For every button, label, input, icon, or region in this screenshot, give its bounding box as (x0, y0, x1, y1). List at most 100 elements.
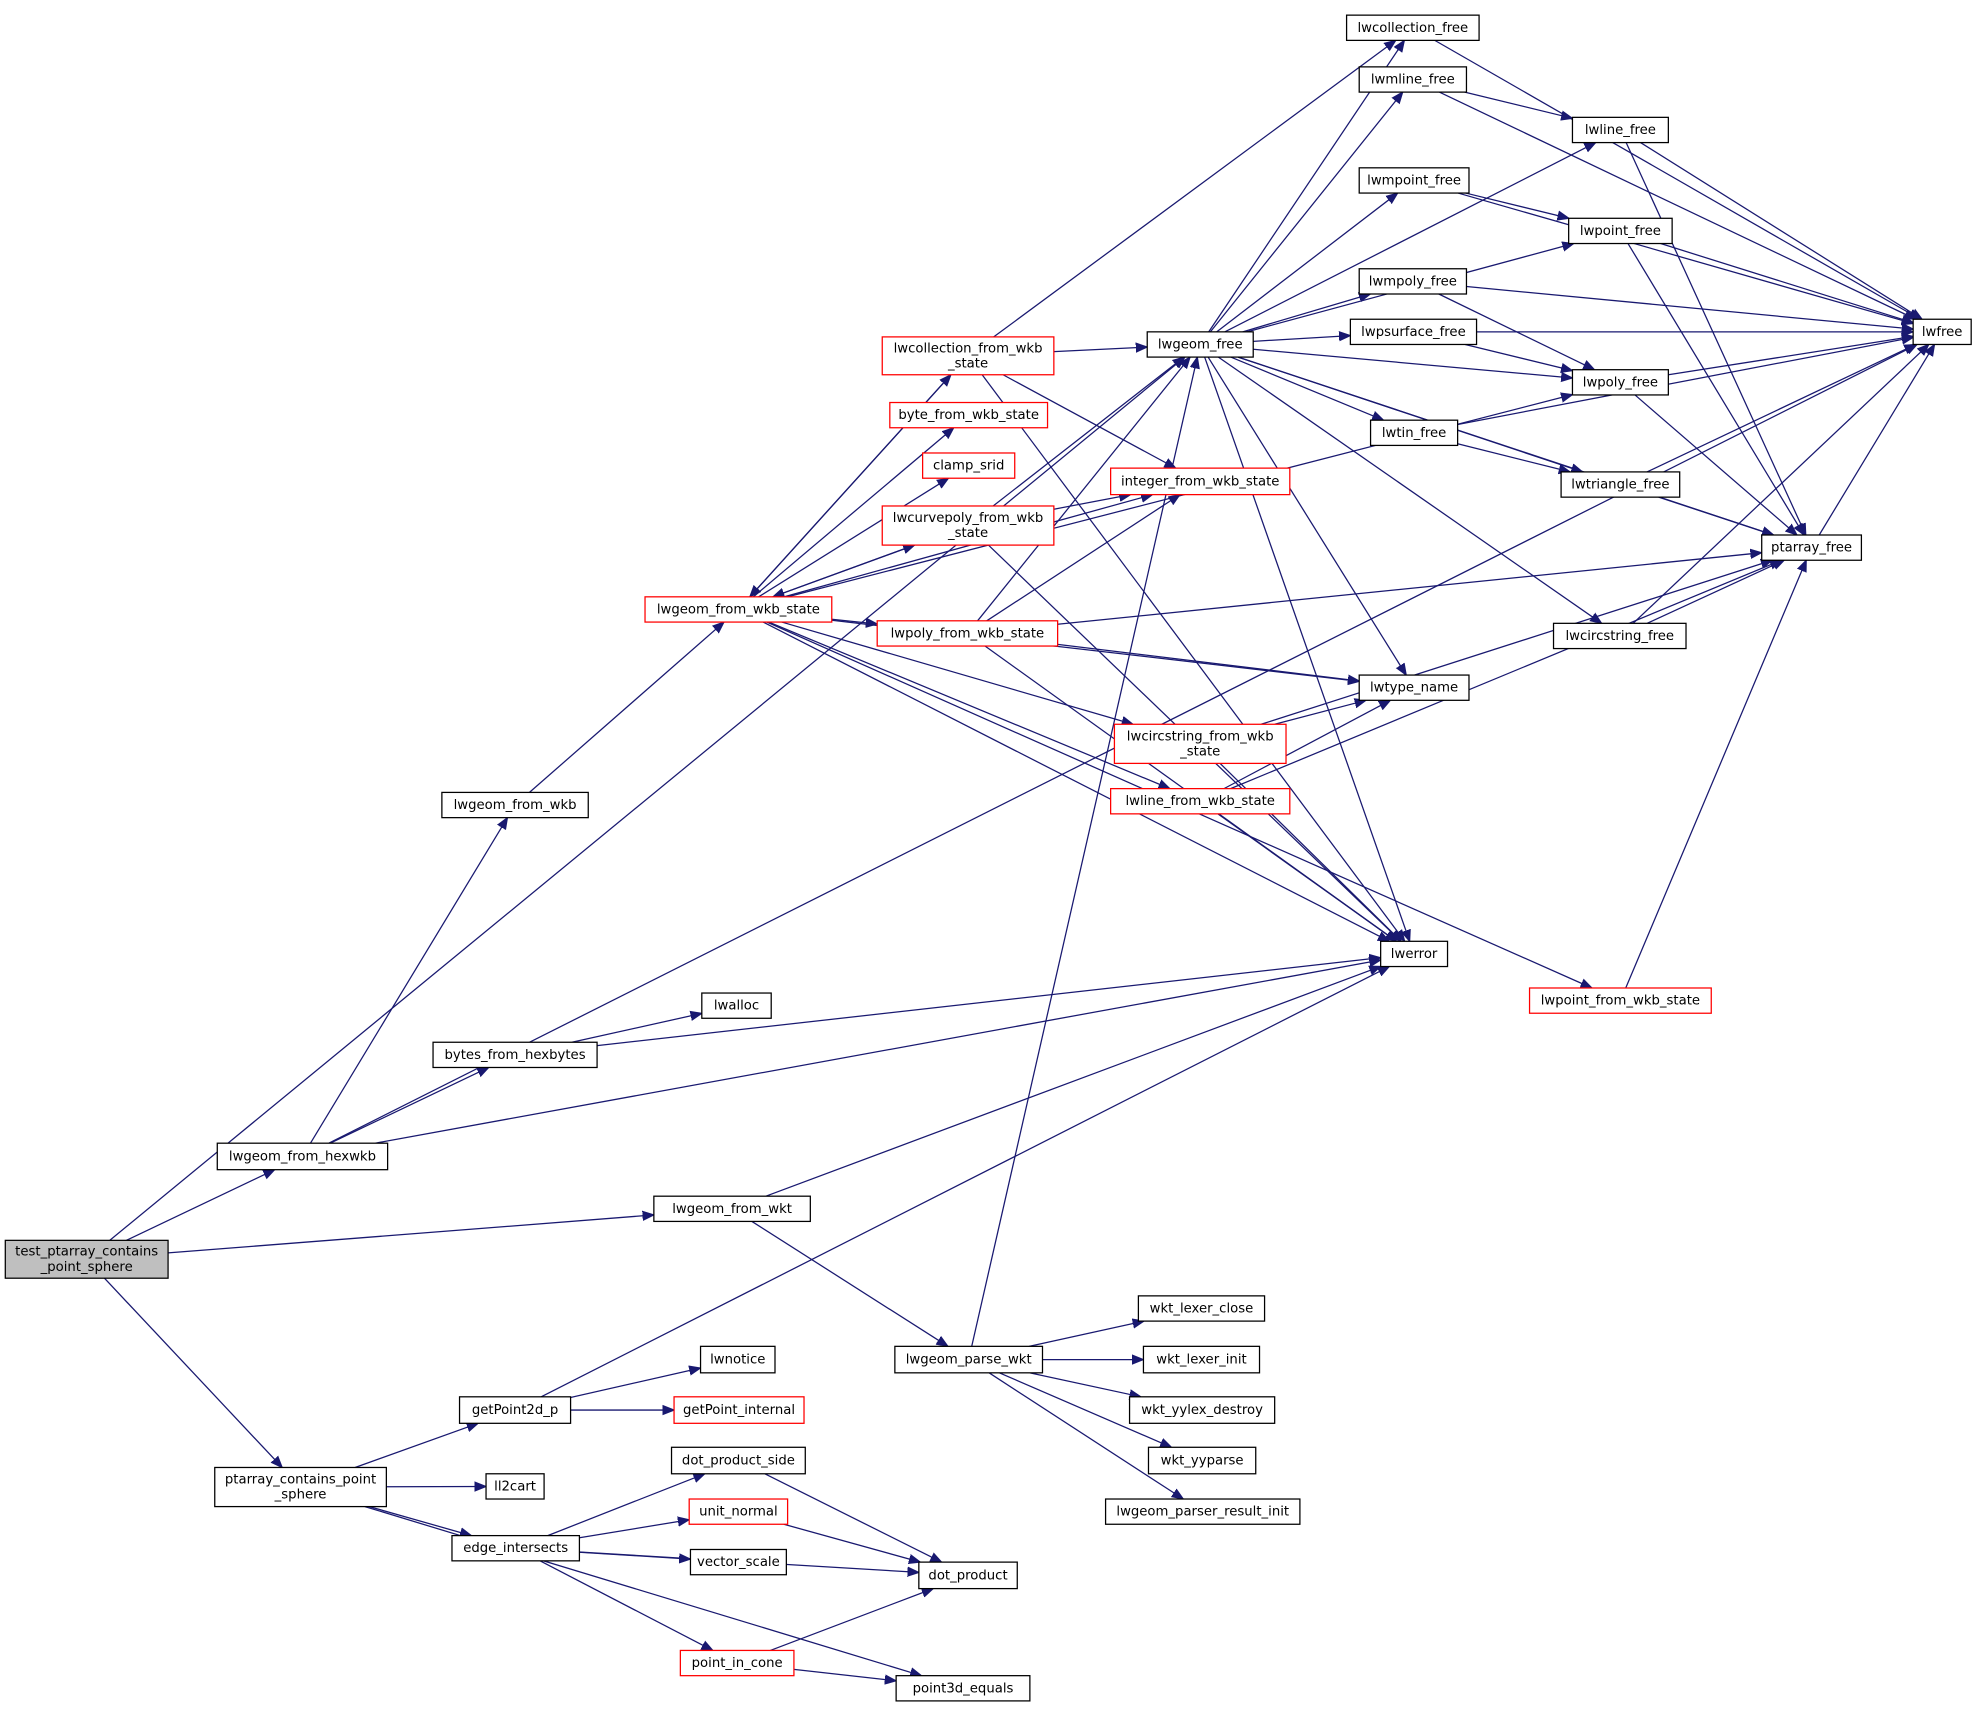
edge (597, 958, 1381, 1047)
node: lwpsurface_free (1349, 318, 1478, 346)
node: bytes_from_hexbytes (432, 1041, 598, 1069)
node-label: lwgeom_from_wkb_state (657, 602, 820, 617)
node-box[interactable] (894, 1345, 1044, 1374)
edge (354, 1423, 478, 1469)
node: lwcollection_free (1345, 14, 1480, 42)
node-box[interactable] (653, 1195, 811, 1223)
node-box[interactable] (881, 505, 1055, 546)
node-label: lwtype_name (1370, 681, 1458, 696)
edge (1002, 374, 1176, 468)
node-box[interactable] (889, 401, 1049, 429)
node-box[interactable] (485, 1473, 545, 1500)
node-box[interactable] (432, 1041, 598, 1069)
node-box[interactable] (1358, 167, 1470, 194)
node-label: lwnotice (710, 1353, 765, 1368)
node-box[interactable] (670, 1446, 806, 1475)
edge (109, 357, 1185, 1241)
node-box[interactable] (679, 1649, 795, 1677)
node-box[interactable] (1142, 1345, 1261, 1374)
node-box[interactable] (1104, 1498, 1301, 1525)
node-box[interactable] (214, 1466, 387, 1508)
edge (1223, 700, 1390, 790)
node-box[interactable] (1571, 116, 1669, 144)
node-box[interactable] (1761, 534, 1863, 561)
node-box[interactable] (458, 1396, 572, 1424)
node-box[interactable] (1571, 369, 1669, 396)
node-box[interactable] (4, 1239, 169, 1279)
node-box[interactable] (673, 1396, 805, 1424)
node: lwpoint_from_wkb_state (1528, 987, 1712, 1014)
edge (1457, 337, 1914, 426)
edge (1028, 1321, 1144, 1347)
edge (1057, 643, 1360, 681)
edge (1466, 285, 1913, 329)
edge (1207, 356, 1406, 675)
node-box[interactable] (1912, 318, 1972, 346)
node-label: dot_product_side (682, 1454, 795, 1469)
node: point3d_equals (895, 1675, 1031, 1702)
edge (1217, 813, 1397, 941)
node-label: lwgeom_parse_wkt (906, 1353, 1032, 1368)
edge (981, 374, 1405, 942)
node-box[interactable] (1358, 268, 1468, 295)
node-box[interactable] (1147, 1446, 1257, 1475)
node-box[interactable] (451, 1534, 581, 1562)
node-box[interactable] (1345, 14, 1480, 42)
node-box[interactable] (644, 596, 833, 623)
node-box[interactable] (1358, 674, 1470, 701)
node-box[interactable] (1110, 787, 1291, 815)
node-box[interactable] (1349, 318, 1478, 346)
node-box[interactable] (876, 620, 1059, 647)
node-box[interactable] (921, 452, 1016, 479)
node-box[interactable] (701, 992, 772, 1019)
edge (1640, 142, 1923, 320)
node-label: point_in_cone (692, 1656, 783, 1671)
edge (1439, 91, 1915, 319)
node: lwcircstring_free (1552, 622, 1687, 650)
node-box[interactable] (1369, 419, 1459, 447)
node-box[interactable] (699, 1345, 776, 1374)
node: lwalloc (701, 992, 772, 1019)
node-box[interactable] (1380, 940, 1449, 968)
node: lwcollection_from_wkb_state (881, 336, 1055, 376)
node-box[interactable] (1137, 1295, 1266, 1322)
node-label: _point_sphere (40, 1260, 133, 1275)
node-box[interactable] (1568, 217, 1673, 245)
node: test_ptarray_contains_point_sphere (4, 1239, 169, 1279)
node-box[interactable] (1528, 987, 1712, 1014)
node-box[interactable] (1358, 66, 1468, 93)
node-box[interactable] (1552, 622, 1687, 650)
node-box[interactable] (688, 1498, 789, 1525)
node-box[interactable] (881, 336, 1055, 376)
node-label: lwpoint_free (1580, 224, 1661, 239)
edge (126, 1170, 274, 1241)
edge (752, 428, 953, 598)
node-box[interactable] (1110, 467, 1291, 496)
edge (986, 495, 1180, 622)
node-box[interactable] (1128, 1396, 1276, 1424)
node-box[interactable] (1146, 331, 1254, 358)
node-box[interactable] (689, 1548, 787, 1576)
edge (1274, 700, 1366, 725)
edge (993, 40, 1396, 338)
edge (764, 1473, 942, 1562)
node-box[interactable] (1560, 471, 1681, 498)
edge (831, 619, 877, 624)
node: lwerror (1380, 940, 1449, 968)
node-label: ll2cart (494, 1479, 536, 1494)
edge (758, 478, 949, 598)
edge (1204, 356, 1410, 941)
node-label: lwpoly_free (1583, 375, 1658, 390)
node-box[interactable] (216, 1142, 389, 1171)
edge (369, 1505, 471, 1536)
node: byte_from_wkb_state (889, 401, 1049, 429)
node-label: edge_intersects (463, 1541, 568, 1556)
edge (1253, 336, 1350, 342)
node-box[interactable] (918, 1561, 1018, 1590)
node-box[interactable] (895, 1675, 1031, 1702)
node-label: lwcurvepoly_from_wkb (893, 511, 1044, 526)
edge (1634, 394, 1797, 535)
node-box[interactable] (441, 791, 589, 819)
node-label: lwfree (1922, 325, 1963, 340)
node-box[interactable] (1113, 723, 1287, 765)
